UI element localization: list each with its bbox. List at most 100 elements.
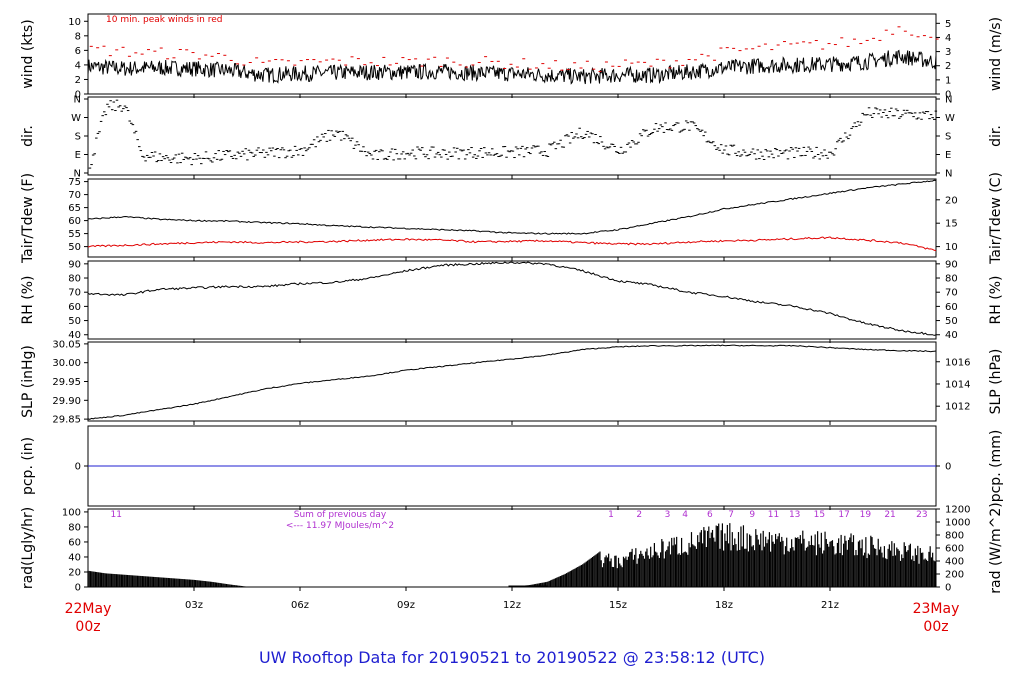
y-axis-label-left: SLP (inHg) [20, 345, 36, 418]
sun-hour-label: 23 [916, 510, 927, 520]
end-date-label: 23May [913, 601, 960, 617]
x-tick-label: 18z [715, 600, 733, 611]
y-tick-label-left: 29.85 [52, 415, 81, 426]
y-tick-label-left: 90 [68, 259, 81, 270]
y-tick-label-right: 800 [945, 531, 964, 542]
y-tick-label-right: N [945, 169, 952, 180]
y-tick-label-left: 29.90 [52, 396, 81, 407]
y-axis-label-left: dir. [20, 125, 36, 147]
y-tick-label-right: 3 [945, 47, 951, 58]
y-tick-label-left: 30.00 [52, 358, 81, 369]
y-tick-label-left: 0 [75, 90, 81, 101]
y-tick-label-left: 10 [68, 17, 81, 28]
y-tick-label-right: W [945, 113, 955, 124]
y-tick-label-right: 1200 [945, 505, 970, 516]
figure-title: UW Rooftop Data for 20190521 to 20190522… [258, 648, 766, 667]
y-tick-label-left: W [71, 113, 81, 124]
sun-hour-label: 4 [682, 510, 688, 520]
plot-frame [87, 96, 937, 176]
y-tick-label-left: E [75, 150, 81, 161]
y-tick-label-left: 60 [68, 537, 81, 548]
start-date-label: 22May [65, 601, 112, 617]
y-tick-label-left: 29.95 [52, 377, 81, 388]
y-tick-label-right: 80 [945, 274, 958, 285]
radiation-sum-title: Sum of previous day [294, 510, 387, 520]
radiation-sum-value: <--- 11.97 MJoules/m^2 [286, 521, 394, 531]
y-axis-label-left: RH (%) [20, 276, 36, 325]
y-tick-label-right: E [945, 150, 951, 161]
y-tick-label-right: 1000 [945, 518, 970, 529]
y-tick-label-left: 70 [68, 190, 81, 201]
y-tick-label-right: 20 [945, 195, 958, 206]
y-axis-label-right: SLP (hPa) [988, 349, 1004, 415]
y-axis-label-right: dir. [988, 125, 1004, 147]
panel-4: SLP (inHg) SLP (hPa) 29.85 29.90 29.95 30.00 3… [20, 339, 1004, 425]
y-tick-label-right: 1 [945, 75, 951, 86]
y-tick-label-right: 15 [945, 219, 958, 230]
y-axis-label-right: rad (W/m^2) [988, 502, 1004, 593]
y-tick-label-left: 40 [68, 552, 81, 563]
y-tick-label-right: 200 [945, 570, 964, 581]
y-tick-label-left: 8 [75, 31, 81, 42]
x-axis: 03z 06z 09z 12z 15z 18z 21z 22May 00z 23May 00z [65, 600, 960, 635]
y-tick-label-left: 60 [68, 216, 81, 227]
panel-0: wind (kts) wind (m/s) 0 2 4 6 8 10 0 1 2 3 4 5 10 min.… [20, 13, 1004, 101]
y-tick-label-left: 80 [68, 522, 81, 533]
y-tick-label-right: 0 [945, 583, 951, 594]
sun-hour-label: 11 [111, 510, 122, 520]
y-axis-label-right: RH (%) [988, 276, 1004, 325]
y-tick-label-left: 50 [68, 316, 81, 327]
y-axis-label-left: pcp. (in) [20, 437, 36, 495]
sun-hour-label: 19 [860, 510, 872, 520]
y-axis-label-left: rad(Lgly/hr) [20, 507, 36, 589]
y-tick-label-left: 100 [62, 507, 81, 518]
dewpoint-line [87, 236, 937, 252]
sea-level-pressure-line [87, 344, 937, 420]
x-tick-label: 09z [397, 600, 415, 611]
wind-speed-line [87, 49, 937, 85]
plot-frame [87, 178, 937, 258]
sun-hour-label: 11 [768, 510, 779, 520]
relative-humidity-line [87, 261, 937, 336]
y-tick-label-left: 60 [68, 302, 81, 313]
y-tick-label-right: 1012 [945, 402, 970, 413]
plot-frame [87, 13, 937, 95]
sun-hour-label: 17 [838, 510, 849, 520]
y-tick-label-right: 600 [945, 544, 964, 555]
panel-2: Tair/Tdew (F) Tair/Tdew (C) 50 55 60 65 70 75 10… [20, 172, 1004, 265]
y-tick-label-left: 80 [68, 274, 81, 285]
y-tick-label-right: 4 [945, 33, 951, 44]
y-tick-label-right: 90 [945, 259, 958, 270]
y-axis-label-left: wind (kts) [20, 19, 36, 88]
y-tick-label-left: 75 [68, 177, 81, 188]
panel-3: RH (%) RH (%) 40 50 60 70 80 90 40 50 60 70 80 90 [20, 259, 1004, 343]
panel-5: pcp. (in) pcp. (mm) 0 0 [20, 425, 1004, 510]
y-tick-label-right: 1016 [945, 357, 970, 368]
y-tick-label-right: 70 [945, 288, 958, 299]
sun-hour-label: 21 [884, 510, 895, 520]
sun-hour-label: 13 [789, 510, 800, 520]
sun-hour-label: 6 [707, 510, 713, 520]
y-axis-label-right: Tair/Tdew (C) [988, 172, 1004, 265]
y-tick-label-right: 0 [945, 90, 951, 101]
sun-hour-label: 1 [608, 510, 614, 520]
x-tick-label: 12z [503, 600, 521, 611]
y-tick-label-right: 1014 [945, 379, 970, 390]
y-tick-label-left: 0 [75, 583, 81, 594]
y-tick-label-left: 50 [68, 242, 81, 253]
start-time-label: 00z [75, 619, 100, 635]
sun-hour-label: 9 [749, 510, 755, 520]
y-tick-label-right: 10 [945, 242, 958, 253]
y-axis-label-left: Tair/Tdew (F) [20, 173, 36, 264]
y-tick-label-left: 2 [75, 75, 81, 86]
y-tick-label-right: 60 [945, 302, 958, 313]
sun-hour-label: 15 [814, 510, 825, 520]
sun-hour-label: 7 [728, 510, 734, 520]
y-tick-label-right: 400 [945, 557, 964, 568]
y-tick-label-left: 0 [75, 462, 81, 473]
y-axis-label-right: pcp. (mm) [988, 430, 1004, 503]
y-tick-label-left: 20 [68, 567, 81, 578]
y-tick-label-left: 30.05 [52, 339, 81, 350]
